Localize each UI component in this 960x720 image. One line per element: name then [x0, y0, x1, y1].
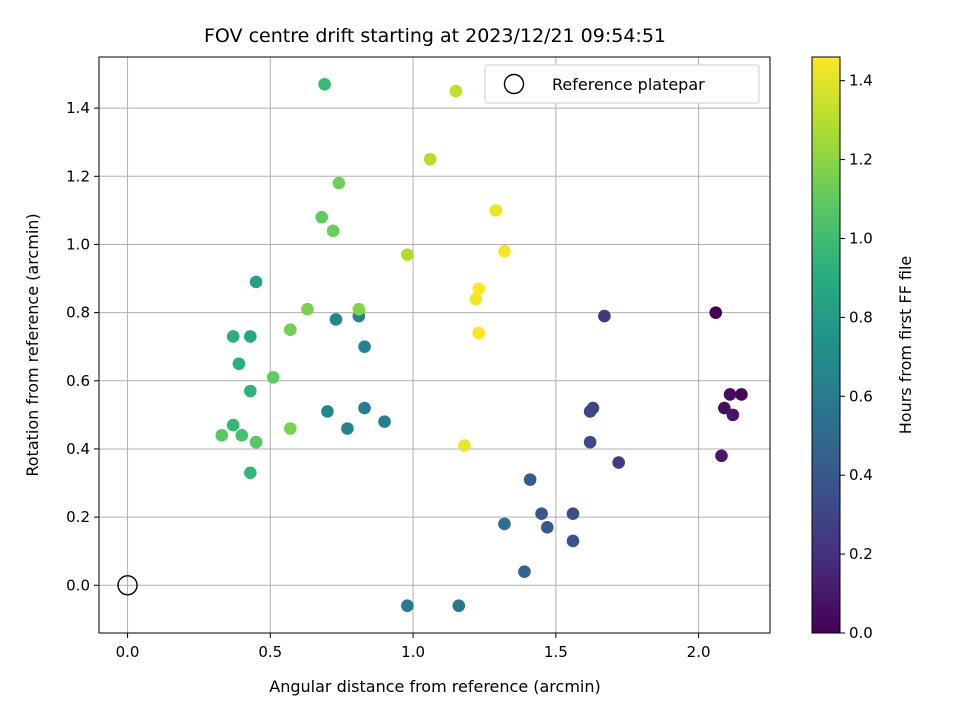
colorbar: [811, 56, 841, 634]
data-point: [326, 224, 340, 238]
y-tick-label: 0.2: [66, 508, 90, 526]
data-point: [352, 302, 366, 316]
data-points: [215, 77, 748, 613]
data-point: [583, 435, 597, 449]
data-point: [249, 275, 263, 289]
data-point: [315, 210, 329, 224]
data-point: [612, 456, 625, 469]
y-tick-label: 0.4: [66, 440, 90, 458]
legend: Reference platepar: [484, 64, 760, 104]
reference-point-marker: [117, 575, 138, 596]
data-point: [318, 77, 331, 91]
data-point: [244, 330, 257, 343]
y-axis-label: Rotation from reference (arcmin): [23, 213, 42, 476]
y-tick-label: 1.0: [66, 235, 90, 253]
data-point: [583, 405, 597, 418]
x-axis-label: Angular distance from reference (arcmin): [269, 677, 600, 696]
data-point: [321, 405, 334, 418]
data-point: [498, 244, 511, 258]
data-point: [401, 248, 414, 261]
colorbar-tick-label: 0.2: [849, 545, 873, 563]
data-point: [523, 473, 537, 486]
data-point: [726, 408, 740, 422]
data-point: [566, 534, 580, 548]
data-point: [266, 371, 280, 384]
data-point: [226, 418, 240, 432]
y-axis-ticks: 0.0 0.2 0.4 0.6 0.8 1.0 1.2 1.4: [66, 99, 99, 594]
y-tick-label: 0.8: [66, 304, 90, 322]
data-point: [540, 521, 554, 534]
data-point: [249, 435, 263, 449]
data-point: [518, 565, 531, 578]
x-tick-label: 1.0: [401, 643, 425, 661]
data-point: [358, 401, 371, 415]
data-point: [598, 309, 611, 323]
data-point: [723, 388, 737, 401]
x-axis-ticks: 0.0 0.5 1.0 1.5 2.0: [116, 633, 711, 661]
data-point: [498, 517, 511, 531]
data-point: [718, 401, 731, 415]
data-point: [332, 176, 346, 190]
plot-area: [99, 57, 770, 633]
chart-title: FOV centre drift starting at 2023/12/21 …: [204, 25, 666, 47]
colorbar-tick-label: 0.6: [849, 387, 873, 405]
data-point: [235, 429, 249, 442]
data-point: [215, 429, 229, 442]
legend-box: [484, 64, 760, 104]
data-point: [232, 357, 246, 371]
x-tick-label: 2.0: [687, 643, 711, 661]
x-tick-label: 1.5: [544, 643, 568, 661]
colorbar-tick-label: 0.8: [849, 308, 873, 326]
data-point: [489, 204, 503, 217]
colorbar-tick-label: 1.0: [849, 229, 873, 247]
data-point: [735, 388, 748, 401]
data-point: [244, 384, 257, 398]
colorbar-ticks: 0.0 0.2 0.4 0.6 0.8 1.0 1.2 1.4: [840, 72, 873, 642]
data-point: [452, 599, 466, 613]
data-point: [709, 306, 723, 319]
data-point: [449, 84, 463, 98]
grid-lines: [99, 57, 770, 633]
data-point: [401, 599, 414, 613]
data-point: [284, 323, 297, 336]
colorbar-tick-label: 1.4: [849, 72, 873, 90]
data-point: [244, 466, 257, 480]
colorbar-tick-label: 0.0: [849, 624, 873, 642]
colorbar-label: Hours from first FF file: [896, 256, 915, 435]
data-point: [458, 439, 471, 452]
reference-group: [117, 575, 138, 596]
data-point: [469, 292, 483, 306]
data-point: [566, 507, 580, 521]
y-tick-label: 0.6: [66, 372, 90, 390]
data-point: [378, 415, 391, 428]
x-tick-label: 0.5: [258, 643, 282, 661]
legend-entry-reference: Reference platepar: [552, 75, 705, 94]
data-point: [226, 330, 240, 343]
data-point: [535, 507, 548, 521]
y-tick-label: 1.2: [66, 167, 90, 185]
data-point: [472, 326, 486, 340]
data-point: [358, 340, 371, 354]
data-point: [329, 313, 343, 326]
data-point: [472, 282, 486, 296]
data-point: [341, 422, 354, 435]
colorbar-tick-label: 1.2: [849, 151, 873, 169]
colorbar-tick-label: 0.4: [849, 466, 873, 484]
x-tick-label: 0.0: [116, 643, 140, 661]
data-point: [715, 449, 728, 463]
legend-marker-icon: [503, 73, 525, 95]
data-point: [284, 422, 297, 435]
data-point: [423, 152, 437, 166]
data-point: [301, 302, 314, 316]
y-tick-label: 0.0: [66, 576, 90, 594]
y-tick-label: 1.4: [66, 99, 90, 117]
plot-frame: [98, 56, 771, 634]
